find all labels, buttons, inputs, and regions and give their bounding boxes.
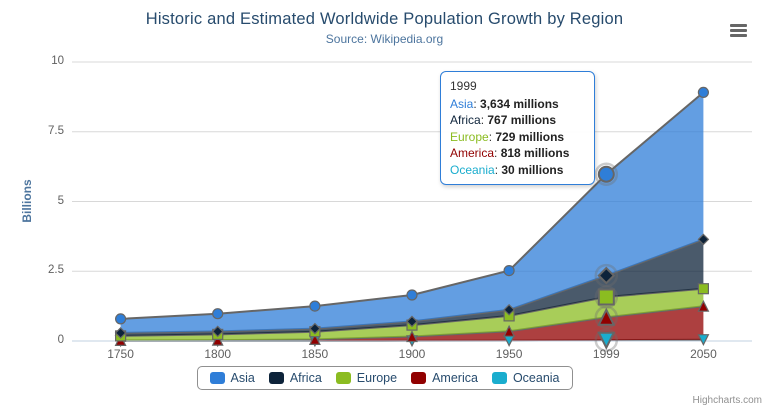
tooltip-row-europe: Europe: 729 millions bbox=[450, 129, 565, 144]
tooltip-header: 1999 bbox=[450, 79, 477, 93]
data-point-oceania-2050[interactable] bbox=[697, 334, 710, 347]
tooltip-row-africa: Africa: 767 millions bbox=[450, 113, 557, 127]
tooltip-series-value: 30 millions bbox=[501, 162, 564, 177]
legend-item-oceania[interactable]: Oceania bbox=[491, 371, 560, 385]
tooltip-series-name: Oceania bbox=[450, 162, 495, 177]
data-point-america-1850[interactable] bbox=[308, 333, 321, 345]
legend-item-europe[interactable]: Europe bbox=[335, 371, 398, 385]
legend-swatch-icon bbox=[335, 372, 351, 384]
chart-context-menu-button[interactable] bbox=[727, 19, 753, 41]
y-axis-title: Billions bbox=[20, 179, 34, 223]
hover-halo bbox=[594, 328, 619, 352]
data-point-africa-1900[interactable] bbox=[406, 315, 418, 328]
hover-halo bbox=[594, 285, 619, 309]
hover-halo bbox=[594, 162, 619, 186]
data-point-america-1900[interactable] bbox=[406, 330, 418, 343]
data-point-europe-2050[interactable] bbox=[697, 283, 710, 295]
data-point-america-1950[interactable] bbox=[503, 324, 516, 337]
data-point-africa-1850[interactable] bbox=[309, 322, 321, 335]
y-axis-label-10: 10 bbox=[51, 55, 64, 67]
y-axis-label-5: 5 bbox=[57, 194, 64, 207]
data-point-africa-1750[interactable] bbox=[114, 327, 127, 339]
tooltip-rows: Asia: 3,634 millions Africa: 767 millions… bbox=[450, 96, 585, 179]
chart-legend: Asia Africa Europe America Oceania bbox=[196, 366, 573, 390]
chart-tooltip: 1999 Asia: 3,634 millions Africa: 767 mil… bbox=[440, 71, 595, 185]
tooltip-series-value: 767 millions bbox=[487, 113, 557, 127]
data-point-asia-1750[interactable] bbox=[114, 313, 127, 325]
hover-halo bbox=[594, 263, 619, 288]
legend-swatch-icon bbox=[491, 372, 507, 384]
x-axis-label-1999: 1999 bbox=[592, 347, 620, 361]
data-point-america-2050[interactable] bbox=[697, 299, 710, 312]
x-axis-label-1900: 1900 bbox=[398, 347, 426, 361]
x-axis-label-2050: 2050 bbox=[690, 347, 717, 361]
x-axis-label-1800: 1800 bbox=[204, 347, 232, 361]
area-band-asia[interactable] bbox=[120, 92, 704, 333]
y-axis-label-0: 0 bbox=[57, 334, 64, 346]
tooltip-series-name: Europe bbox=[450, 129, 489, 144]
tooltip-series-value: 729 millions bbox=[495, 129, 565, 144]
y-axis-label-7.5: 7.5 bbox=[48, 124, 64, 137]
chart-title: Historic and Estimated Worldwide Populat… bbox=[145, 10, 624, 28]
x-axis-label-1750: 1750 bbox=[107, 347, 134, 361]
y-axis-label-2.5: 2.5 bbox=[48, 264, 64, 277]
x-axis-label-1950: 1950 bbox=[495, 347, 523, 361]
data-point-america-1800[interactable] bbox=[211, 333, 224, 346]
tooltip-series-value: 3,634 millions bbox=[480, 96, 559, 111]
data-point-africa-1950[interactable] bbox=[503, 303, 515, 316]
legend-item-label: Europe bbox=[356, 371, 398, 385]
legend-item-america[interactable]: America bbox=[411, 371, 478, 385]
data-point-africa-1800[interactable] bbox=[211, 325, 224, 338]
tooltip-row-asia: Asia: 3,634 millions bbox=[450, 96, 559, 111]
data-point-oceania-1999[interactable] bbox=[597, 331, 616, 350]
legend-item-africa[interactable]: Africa bbox=[268, 371, 322, 385]
credits-link[interactable]: Highcharts.com bbox=[692, 395, 762, 406]
data-point-asia-1900[interactable] bbox=[406, 289, 418, 301]
tooltip-row-oceania: Oceania: 30 millions bbox=[450, 162, 564, 177]
tooltip-series-name: Africa bbox=[450, 113, 481, 127]
legend-swatch-icon bbox=[268, 372, 284, 384]
chart-subtitle: Source: Wikipedia.org bbox=[325, 32, 444, 46]
data-point-asia-2050[interactable] bbox=[697, 86, 710, 99]
legend-swatch-icon bbox=[411, 372, 427, 384]
legend-item-label: Oceania bbox=[512, 371, 560, 385]
area-band-africa[interactable] bbox=[120, 239, 704, 336]
tooltip-series-name: America bbox=[450, 146, 495, 160]
data-point-africa-1999[interactable] bbox=[597, 266, 616, 285]
tooltip-row-america: America: 818 millions bbox=[450, 146, 570, 160]
area-band-america[interactable] bbox=[120, 306, 704, 341]
data-point-america-1999[interactable] bbox=[597, 307, 616, 326]
tooltip-series-value: 818 millions bbox=[500, 146, 570, 160]
data-point-asia-1950[interactable] bbox=[503, 265, 515, 277]
data-point-africa-2050[interactable] bbox=[697, 233, 710, 246]
legend-item-asia[interactable]: Asia bbox=[209, 371, 255, 385]
data-point-asia-1800[interactable] bbox=[212, 308, 224, 320]
legend-item-label: America bbox=[432, 371, 478, 385]
data-point-asia-1850[interactable] bbox=[309, 300, 321, 312]
hover-halo bbox=[594, 305, 619, 330]
legend-item-label: Asia bbox=[230, 371, 255, 385]
legend-item-label: Africa bbox=[289, 371, 322, 385]
data-point-asia-1999[interactable] bbox=[597, 165, 615, 183]
x-axis-label-1850: 1850 bbox=[301, 347, 329, 361]
legend-swatch-icon bbox=[209, 372, 225, 384]
data-point-europe-1999[interactable] bbox=[597, 288, 615, 306]
tooltip-series-name: Asia bbox=[450, 96, 474, 111]
